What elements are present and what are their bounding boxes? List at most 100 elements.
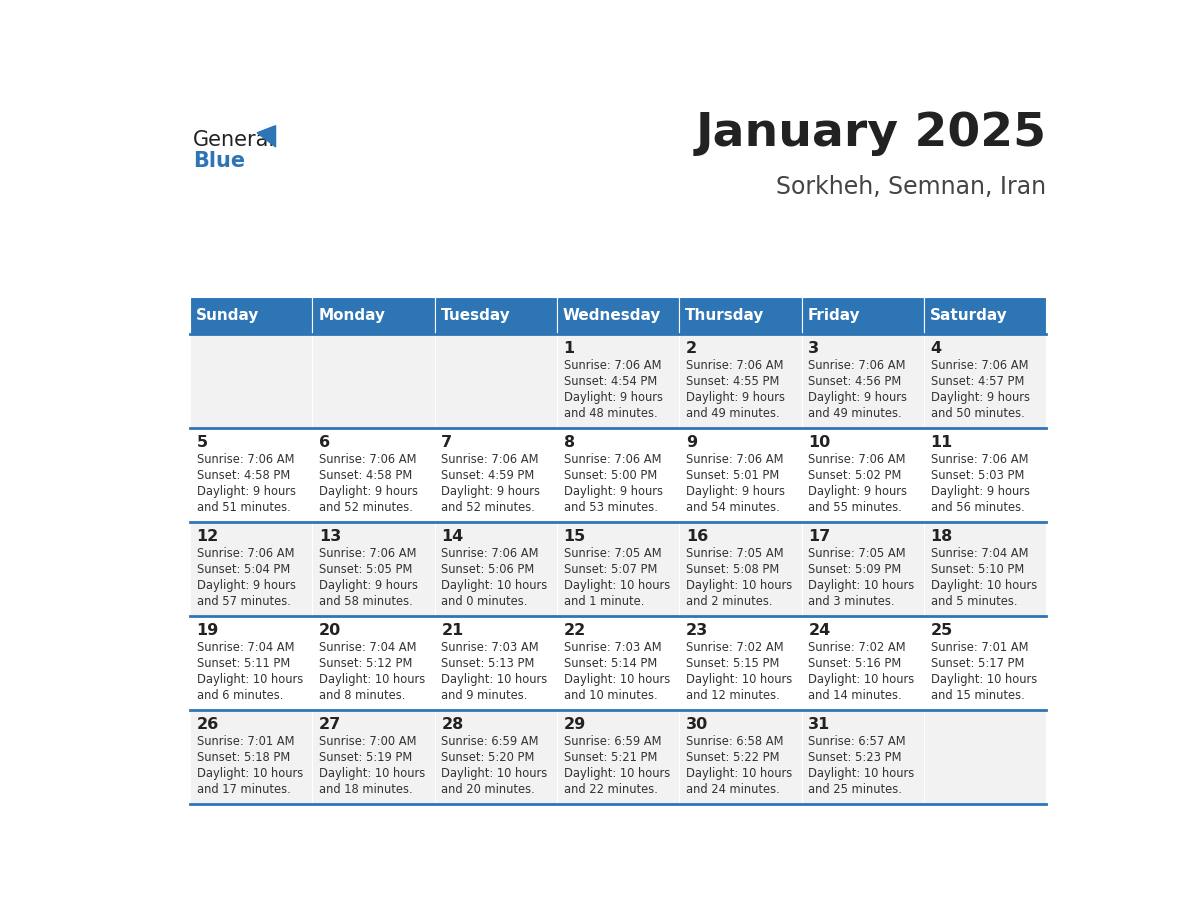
- Text: Sunset: 5:09 PM: Sunset: 5:09 PM: [808, 563, 902, 576]
- Text: Sunrise: 6:59 AM: Sunrise: 6:59 AM: [441, 734, 539, 748]
- Text: 25: 25: [930, 622, 953, 638]
- Text: and 53 minutes.: and 53 minutes.: [563, 500, 657, 514]
- Text: Sunset: 5:17 PM: Sunset: 5:17 PM: [930, 656, 1024, 670]
- Text: Sunrise: 7:06 AM: Sunrise: 7:06 AM: [441, 547, 539, 560]
- Bar: [312, 616, 435, 711]
- Text: Sunset: 5:11 PM: Sunset: 5:11 PM: [197, 656, 290, 670]
- Polygon shape: [257, 126, 276, 147]
- Text: and 48 minutes.: and 48 minutes.: [563, 407, 657, 420]
- Text: Sunset: 5:12 PM: Sunset: 5:12 PM: [320, 656, 412, 670]
- Text: Sunrise: 7:03 AM: Sunrise: 7:03 AM: [441, 641, 539, 654]
- Text: Daylight: 9 hours: Daylight: 9 hours: [930, 485, 1030, 498]
- Text: Sunset: 5:20 PM: Sunset: 5:20 PM: [441, 751, 535, 764]
- Text: Daylight: 10 hours: Daylight: 10 hours: [685, 578, 792, 592]
- Text: Daylight: 10 hours: Daylight: 10 hours: [563, 767, 670, 779]
- Text: 24: 24: [808, 622, 830, 638]
- Text: Daylight: 10 hours: Daylight: 10 hours: [930, 673, 1037, 686]
- Text: Sunset: 4:55 PM: Sunset: 4:55 PM: [685, 375, 779, 387]
- Bar: [312, 334, 435, 428]
- Text: Daylight: 9 hours: Daylight: 9 hours: [441, 485, 541, 498]
- Text: and 15 minutes.: and 15 minutes.: [930, 688, 1024, 701]
- Text: and 6 minutes.: and 6 minutes.: [197, 688, 283, 701]
- Text: Daylight: 9 hours: Daylight: 9 hours: [808, 485, 908, 498]
- Text: Sunset: 5:04 PM: Sunset: 5:04 PM: [197, 563, 290, 576]
- Text: Daylight: 9 hours: Daylight: 9 hours: [685, 391, 785, 404]
- Text: Sunrise: 7:02 AM: Sunrise: 7:02 AM: [685, 641, 784, 654]
- Text: and 14 minutes.: and 14 minutes.: [808, 688, 902, 701]
- Bar: [924, 616, 1047, 711]
- Text: Sunrise: 6:58 AM: Sunrise: 6:58 AM: [685, 734, 783, 748]
- Text: Sunset: 5:15 PM: Sunset: 5:15 PM: [685, 656, 779, 670]
- Text: 31: 31: [808, 717, 830, 732]
- Text: 13: 13: [320, 529, 341, 543]
- Text: Sunrise: 6:59 AM: Sunrise: 6:59 AM: [563, 734, 662, 748]
- Text: and 51 minutes.: and 51 minutes.: [197, 500, 290, 514]
- Text: 19: 19: [197, 622, 219, 638]
- Text: Sunrise: 7:06 AM: Sunrise: 7:06 AM: [808, 359, 905, 372]
- Text: 15: 15: [563, 529, 586, 543]
- Text: Friday: Friday: [808, 308, 860, 323]
- Text: and 9 minutes.: and 9 minutes.: [441, 688, 527, 701]
- Bar: [924, 334, 1047, 428]
- Text: Daylight: 9 hours: Daylight: 9 hours: [930, 391, 1030, 404]
- Text: Sunrise: 7:05 AM: Sunrise: 7:05 AM: [685, 547, 784, 560]
- Text: Sunset: 5:23 PM: Sunset: 5:23 PM: [808, 751, 902, 764]
- Bar: [680, 711, 802, 804]
- Text: Sunset: 4:58 PM: Sunset: 4:58 PM: [197, 469, 290, 482]
- Text: 10: 10: [808, 435, 830, 450]
- Text: Daylight: 10 hours: Daylight: 10 hours: [441, 578, 548, 592]
- Text: Sunset: 5:05 PM: Sunset: 5:05 PM: [320, 563, 412, 576]
- Text: Daylight: 10 hours: Daylight: 10 hours: [197, 767, 303, 779]
- Text: Sunset: 4:56 PM: Sunset: 4:56 PM: [808, 375, 902, 387]
- Bar: [924, 711, 1047, 804]
- Bar: [680, 334, 802, 428]
- Text: and 2 minutes.: and 2 minutes.: [685, 595, 772, 608]
- Text: Sunrise: 7:05 AM: Sunrise: 7:05 AM: [808, 547, 906, 560]
- Text: Daylight: 9 hours: Daylight: 9 hours: [320, 485, 418, 498]
- Text: and 3 minutes.: and 3 minutes.: [808, 595, 895, 608]
- Bar: [435, 334, 557, 428]
- Bar: [924, 522, 1047, 616]
- Text: General: General: [192, 129, 274, 150]
- Bar: [802, 428, 924, 522]
- Text: 12: 12: [197, 529, 219, 543]
- Text: and 52 minutes.: and 52 minutes.: [441, 500, 535, 514]
- Text: 5: 5: [197, 435, 208, 450]
- Bar: [557, 297, 680, 334]
- Text: Daylight: 10 hours: Daylight: 10 hours: [320, 673, 425, 686]
- Text: Sunset: 5:18 PM: Sunset: 5:18 PM: [197, 751, 290, 764]
- Text: Sunset: 5:02 PM: Sunset: 5:02 PM: [808, 469, 902, 482]
- Text: and 50 minutes.: and 50 minutes.: [930, 407, 1024, 420]
- Text: Sunrise: 7:06 AM: Sunrise: 7:06 AM: [930, 453, 1028, 465]
- Text: Sunset: 5:08 PM: Sunset: 5:08 PM: [685, 563, 779, 576]
- Text: Sunset: 5:01 PM: Sunset: 5:01 PM: [685, 469, 779, 482]
- Text: Daylight: 10 hours: Daylight: 10 hours: [441, 767, 548, 779]
- Text: Sunrise: 7:01 AM: Sunrise: 7:01 AM: [930, 641, 1028, 654]
- Text: and 55 minutes.: and 55 minutes.: [808, 500, 902, 514]
- Bar: [557, 616, 680, 711]
- Bar: [557, 428, 680, 522]
- Text: 26: 26: [197, 717, 219, 732]
- Text: 29: 29: [563, 717, 586, 732]
- Text: Daylight: 10 hours: Daylight: 10 hours: [563, 673, 670, 686]
- Text: and 57 minutes.: and 57 minutes.: [197, 595, 291, 608]
- Bar: [435, 616, 557, 711]
- Text: Sunset: 5:21 PM: Sunset: 5:21 PM: [563, 751, 657, 764]
- Text: Wednesday: Wednesday: [563, 308, 662, 323]
- Text: Sunrise: 7:06 AM: Sunrise: 7:06 AM: [685, 453, 783, 465]
- Text: and 18 minutes.: and 18 minutes.: [320, 783, 412, 796]
- Text: and 12 minutes.: and 12 minutes.: [685, 688, 779, 701]
- Text: Daylight: 9 hours: Daylight: 9 hours: [197, 578, 296, 592]
- Bar: [557, 711, 680, 804]
- Text: and 56 minutes.: and 56 minutes.: [930, 500, 1024, 514]
- Text: Sunset: 4:58 PM: Sunset: 4:58 PM: [320, 469, 412, 482]
- Text: Sunrise: 7:06 AM: Sunrise: 7:06 AM: [197, 453, 295, 465]
- Text: Monday: Monday: [318, 308, 385, 323]
- Text: and 25 minutes.: and 25 minutes.: [808, 783, 902, 796]
- Text: Sunrise: 7:04 AM: Sunrise: 7:04 AM: [930, 547, 1028, 560]
- Text: and 20 minutes.: and 20 minutes.: [441, 783, 535, 796]
- Bar: [802, 616, 924, 711]
- Bar: [190, 334, 312, 428]
- Bar: [312, 522, 435, 616]
- Text: Blue: Blue: [192, 151, 245, 171]
